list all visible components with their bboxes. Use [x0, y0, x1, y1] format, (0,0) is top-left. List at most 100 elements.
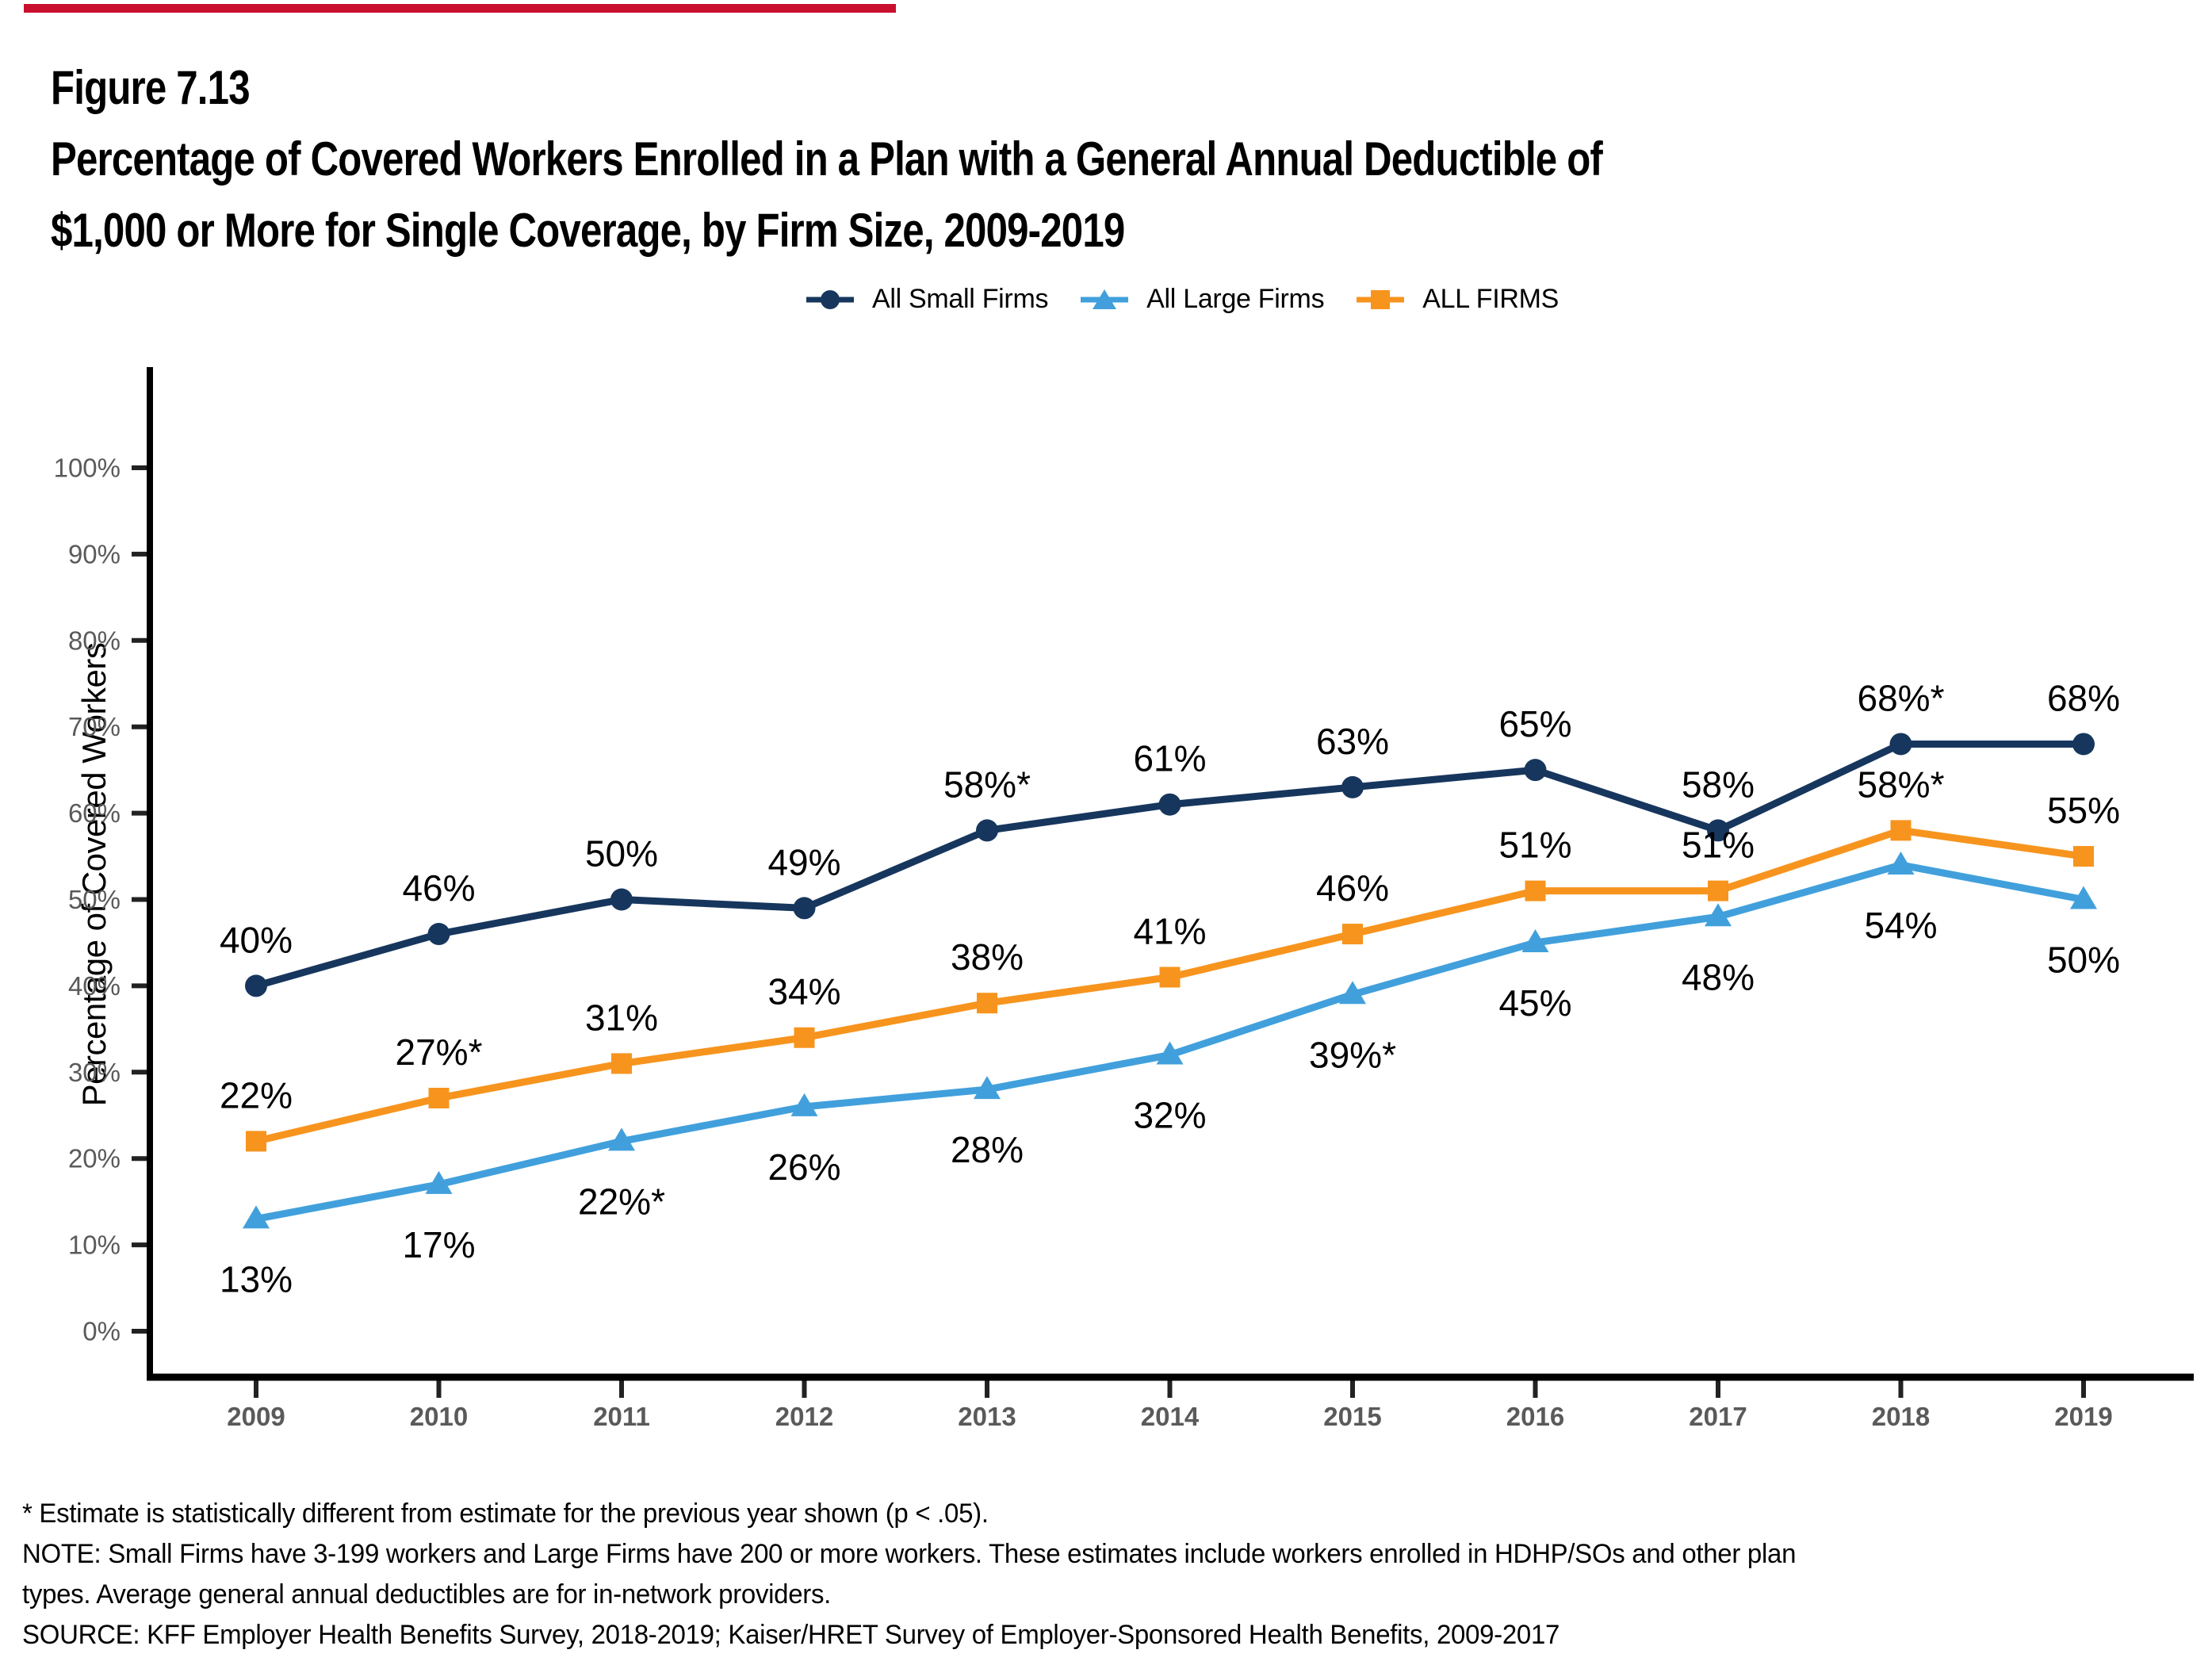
data-label: 49%	[767, 841, 840, 882]
x-tick-label: 2013	[958, 1402, 1016, 1431]
square-marker-icon	[977, 993, 997, 1014]
data-label: 27%*	[396, 1032, 483, 1073]
footnote-note-2: types. Average general annual deductible…	[22, 1579, 832, 1610]
data-label: 48%	[1682, 956, 1755, 997]
data-label: 41%	[1133, 911, 1206, 952]
legend-item-all-firms: ALL FIRMS	[1356, 284, 1559, 315]
data-label: 46%	[402, 867, 475, 909]
x-axis: 2009 2010 2011 2012 2013 2014 2015 2016 2017 2018…	[227, 1380, 2113, 1431]
triangle-marker-icon	[1339, 981, 1366, 1005]
figure-title-line1: Percentage of Covered Workers Enrolled i…	[51, 132, 1603, 186]
circle-marker-icon	[1341, 775, 1364, 798]
x-tick-label: 2017	[1689, 1402, 1747, 1431]
circle-marker-icon	[610, 888, 633, 911]
data-label: 28%	[951, 1129, 1024, 1170]
triangle-marker-icon	[608, 1127, 635, 1151]
triangle-marker-icon	[1156, 1041, 1184, 1065]
circle-marker-icon	[806, 289, 854, 309]
square-marker-icon	[428, 1087, 450, 1108]
data-label: 32%	[1133, 1095, 1206, 1136]
circle-marker-icon	[1889, 733, 1912, 756]
data-label: 55%	[2047, 790, 2120, 831]
y-tick-label: 40%	[68, 971, 121, 1001]
y-tick-label: 60%	[68, 798, 121, 828]
data-label: 54%	[1864, 905, 1937, 946]
y-tick-label: 100%	[54, 454, 121, 483]
figure-title-line2: $1,000 or More for Single Coverage, by F…	[51, 204, 1125, 257]
data-label: 46%	[1316, 867, 1389, 909]
data-label: 58%*	[1858, 764, 1945, 805]
data-label: 40%	[220, 919, 293, 960]
x-tick-label: 2016	[1506, 1402, 1564, 1431]
x-tick-label: 2015	[1323, 1402, 1381, 1431]
figure-number: Figure 7.13	[51, 61, 251, 114]
top-red-strip	[24, 4, 896, 13]
x-tick-label: 2009	[227, 1402, 285, 1431]
footnote-source: SOURCE: KFF Employer Health Benefits Sur…	[22, 1620, 1560, 1650]
triangle-marker-icon	[243, 1205, 270, 1229]
y-axis: 0% 10% 20% 30% 40% 50% 60% 70% 80% 90% 100%	[54, 454, 147, 1346]
square-marker-icon	[1525, 880, 1546, 901]
square-marker-icon	[611, 1053, 632, 1074]
circle-marker-icon	[793, 897, 816, 920]
data-label: 34%	[767, 971, 840, 1012]
data-label: 68%	[2047, 677, 2120, 718]
chart-legend: All Small Firms All Large Firms ALL FIRM…	[806, 284, 1559, 315]
circle-marker-icon	[245, 974, 267, 997]
footnote-note-1: NOTE: Small Firms have 3-199 workers and…	[22, 1539, 1797, 1569]
x-tick-label: 2010	[410, 1402, 468, 1431]
series-all-small-firms: 40% 46% 50% 49% 58%* 61% 63% 65% 58% 68%* 68%	[220, 677, 2120, 997]
data-label: 58%	[1682, 764, 1755, 805]
circle-marker-icon	[1524, 759, 1547, 782]
data-label: 51%	[1682, 825, 1755, 866]
circle-marker-icon	[1707, 819, 1729, 842]
square-marker-icon	[2073, 846, 2094, 867]
legend-label-large-firms: All Large Firms	[1146, 284, 1325, 314]
triangle-marker-icon	[2070, 886, 2097, 909]
x-tick-label: 2014	[1141, 1402, 1200, 1431]
data-label: 68%*	[1858, 677, 1945, 718]
triangle-marker-icon	[1081, 289, 1129, 309]
x-tick-label: 2019	[2054, 1402, 2112, 1431]
data-label: 31%	[585, 997, 658, 1038]
legend-label-all-firms: ALL FIRMS	[1422, 284, 1559, 314]
data-label: 50%	[2047, 940, 2120, 981]
triangle-marker-icon	[1521, 928, 1549, 952]
footnote-asterisk: * Estimate is statistically different fr…	[22, 1498, 989, 1529]
data-label: 45%	[1498, 982, 1571, 1024]
data-label: 61%	[1133, 738, 1206, 779]
data-label: 63%	[1316, 721, 1389, 762]
y-tick-label: 30%	[68, 1058, 121, 1087]
square-marker-icon	[1159, 966, 1181, 988]
data-label: 51%	[1498, 825, 1571, 866]
y-tick-label: 90%	[68, 539, 121, 568]
data-label: 39%*	[1309, 1034, 1396, 1075]
y-tick-label: 20%	[68, 1144, 121, 1173]
data-label: 38%	[951, 936, 1024, 978]
square-marker-icon	[794, 1027, 815, 1048]
data-label: 65%	[1498, 703, 1571, 744]
y-tick-label: 80%	[68, 626, 121, 655]
data-label: 50%	[585, 833, 658, 875]
triangle-marker-icon	[790, 1093, 818, 1116]
circle-marker-icon	[2072, 733, 2095, 756]
figure-title-block: Figure 7.13 Percentage of Covered Worker…	[51, 52, 1603, 266]
data-label: 22%	[220, 1074, 293, 1116]
circle-marker-icon	[976, 819, 998, 842]
legend-label-small-firms: All Small Firms	[872, 284, 1049, 314]
y-tick-label: 10%	[68, 1231, 121, 1260]
data-label: 17%	[402, 1224, 475, 1265]
x-tick-label: 2012	[775, 1402, 833, 1431]
circle-marker-icon	[1158, 793, 1181, 816]
triangle-marker-icon	[1705, 903, 1732, 927]
data-label: 26%	[767, 1146, 840, 1188]
x-tick-label: 2011	[593, 1402, 650, 1431]
data-label: 22%*	[578, 1181, 665, 1222]
square-marker-icon	[1708, 880, 1728, 901]
triangle-marker-icon	[974, 1076, 1001, 1100]
triangle-marker-icon	[425, 1170, 453, 1194]
square-marker-icon	[1357, 289, 1405, 309]
square-marker-icon	[246, 1131, 266, 1152]
